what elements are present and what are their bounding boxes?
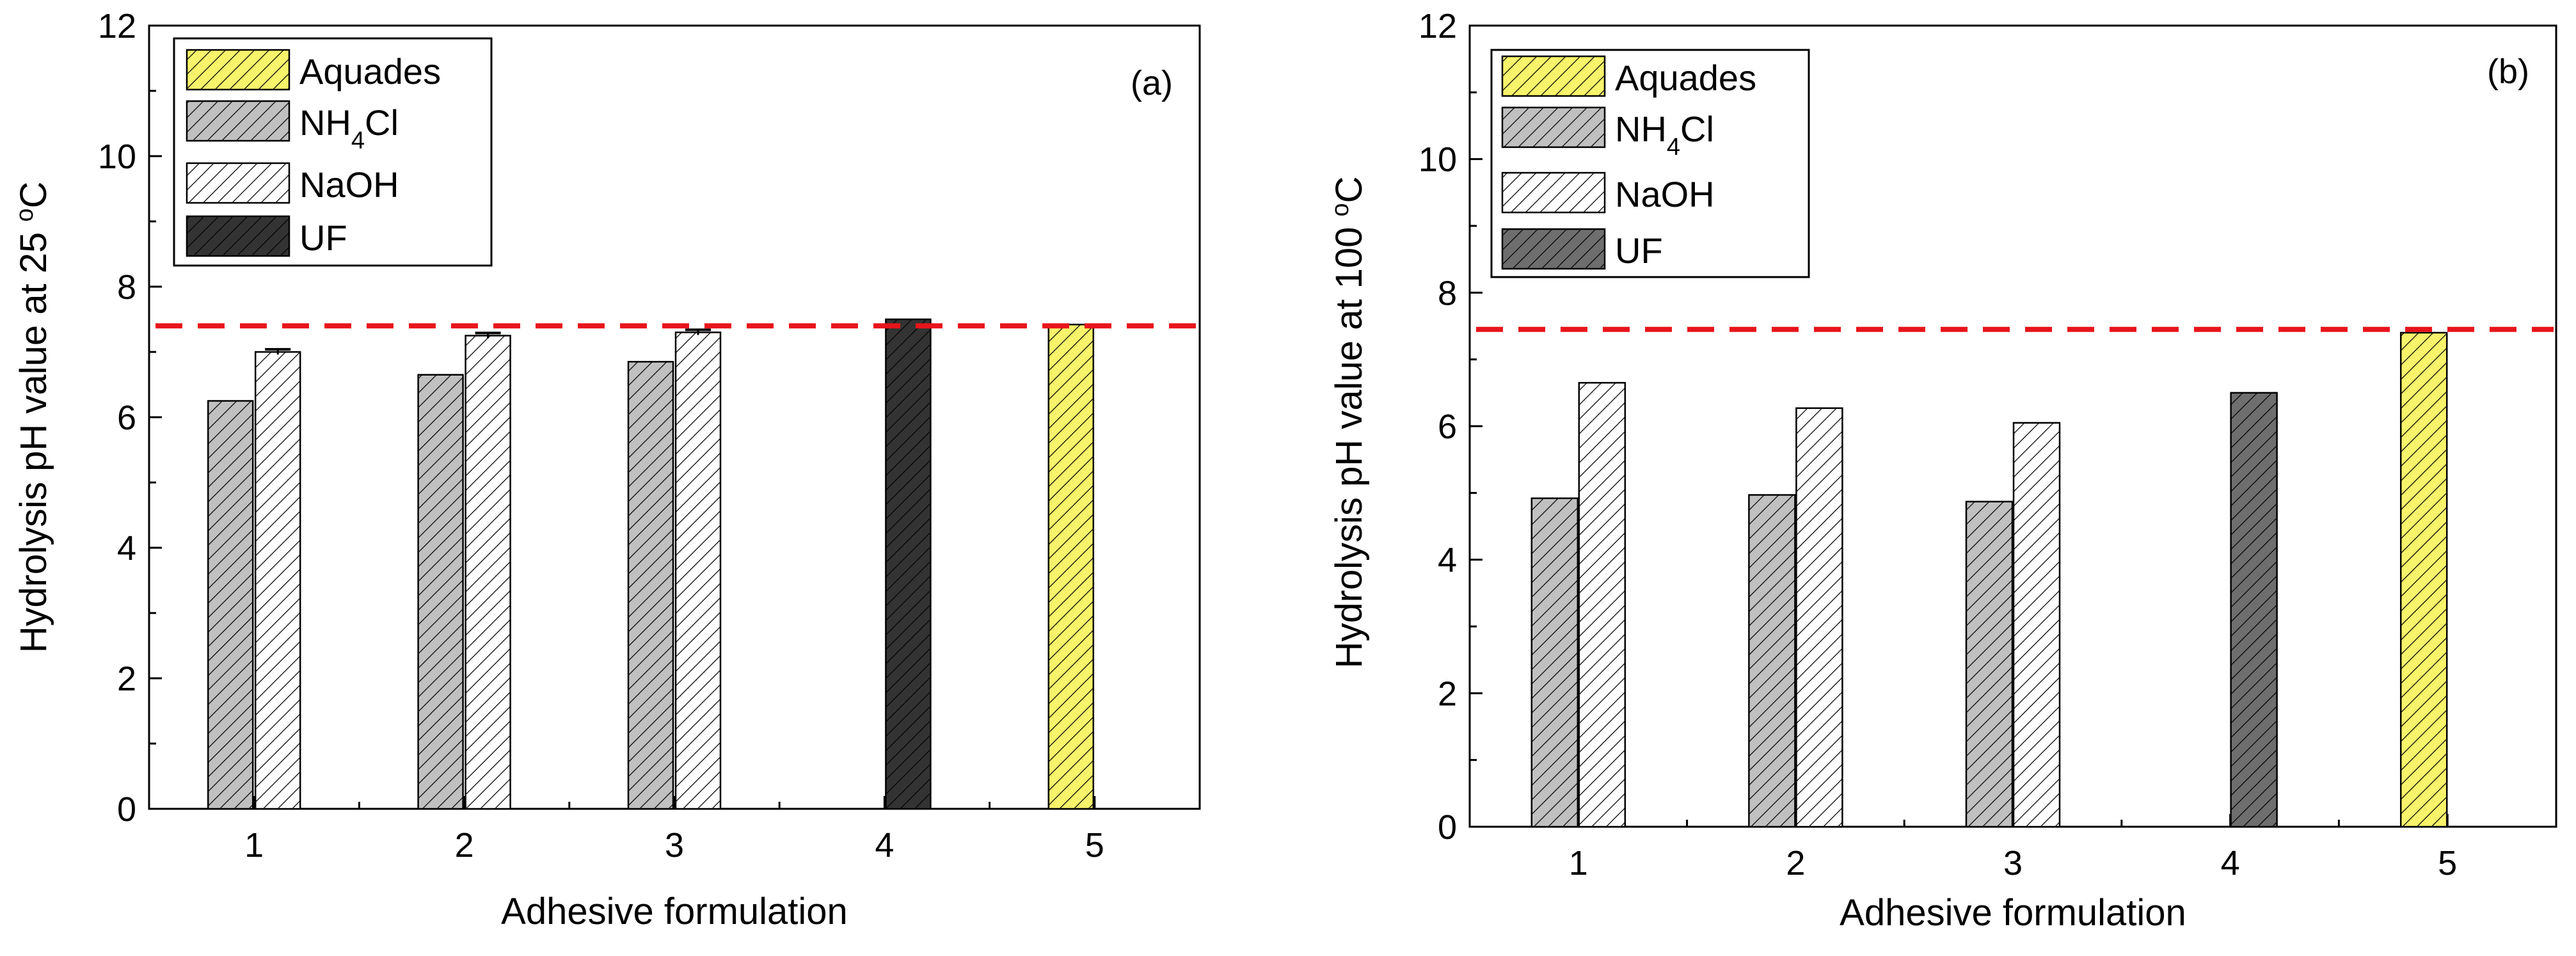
panel-label-b: (b) <box>2487 52 2529 91</box>
y-tick-label-6-b: 6 <box>1438 408 1457 446</box>
y-axis-label-b-degree: o <box>1327 203 1354 216</box>
y-tick-label-12-b: 12 <box>1419 7 1457 45</box>
x-tick-label-3-b: 3 <box>2003 844 2023 882</box>
y-tick-label-10-a: 10 <box>98 138 136 176</box>
bar-naoh-3-b <box>2012 422 2061 828</box>
x-axis-ticks-b: 1 2 3 4 5 <box>1468 814 2557 882</box>
x-tick-label-5-b: 5 <box>2438 844 2457 882</box>
y-tick-label-12-a: 12 <box>98 7 136 45</box>
legend-label-nh4cl-a-suffix: Cl <box>365 102 399 143</box>
legend-label-aquades-a: Aquades <box>299 51 441 92</box>
legend-swatch-naoh-a <box>186 162 290 204</box>
y-axis-label-b-text: Hydrolysis pH value at 100 <box>1328 217 1370 669</box>
bar-nh4cl-2-a <box>417 374 464 810</box>
legend-swatch-naoh-b <box>1501 171 1606 214</box>
bar-nh4cl-1-a <box>207 400 254 810</box>
legend-swatch-nh4cl-a <box>186 100 290 142</box>
y-tick-label-0-a: 0 <box>117 790 136 829</box>
y-axis-ticks-b: 0 2 4 6 8 10 12 <box>1419 7 1483 847</box>
legend-swatch-nh4cl-b <box>1501 106 1606 148</box>
bar-nh4cl-3-a <box>627 361 674 810</box>
x-tick-label-4-a: 4 <box>875 826 894 864</box>
bar-naoh-1-a <box>254 351 301 810</box>
bars-b <box>1530 331 2448 828</box>
y-axis-label-b-unit: C <box>1328 176 1370 203</box>
y-tick-label-2-b: 2 <box>1438 674 1457 713</box>
bar-nh4cl-3-b <box>1965 500 2014 828</box>
bar-nh4cl-1-b <box>1530 497 1579 828</box>
y-axis-label-a-degree: o <box>12 209 38 222</box>
y-axis-label-a: Hydrolysis pH value at 25 oC <box>12 182 54 653</box>
legend-label-nh4cl-b-sub: 4 <box>1667 134 1680 161</box>
y-axis-label-b: Hydrolysis pH value at 100 oC <box>1327 176 1370 668</box>
legend-swatch-aquades-a <box>186 49 290 91</box>
y-tick-label-10-b: 10 <box>1419 141 1457 179</box>
legend-label-nh4cl-b: NH4Cl <box>1615 109 1714 161</box>
legend-a: Aquades NH4Cl NaOH UF <box>173 37 493 267</box>
legend-swatch-uf-b <box>1501 228 1606 270</box>
legend-label-nh4cl-a-sub: 4 <box>351 127 365 154</box>
bar-naoh-1-b <box>1578 381 1626 828</box>
bar-naoh-2-b <box>1795 407 1843 828</box>
bar-uf-4-b <box>2230 392 2278 828</box>
y-tick-label-2-a: 2 <box>117 660 136 698</box>
x-tick-label-2-a: 2 <box>455 826 474 864</box>
bars-a <box>207 318 1095 810</box>
y-tick-label-8-b: 8 <box>1438 274 1457 312</box>
legend-b: Aquades NH4Cl NaOH UF <box>1490 49 1810 278</box>
y-axis-ticks-a: 0 2 4 6 8 10 12 <box>98 7 162 829</box>
x-tick-label-4-b: 4 <box>2221 844 2240 882</box>
legend-label-nh4cl-a-prefix: NH <box>299 102 351 143</box>
legend-swatch-aquades-b <box>1501 55 1606 97</box>
bar-aquades-5-a <box>1047 323 1095 810</box>
bar-naoh-3-a <box>674 331 722 810</box>
x-tick-label-3-a: 3 <box>665 826 684 864</box>
legend-label-nh4cl-b-prefix: NH <box>1615 109 1667 149</box>
bar-aquades-5-b <box>2399 331 2448 828</box>
legend-label-uf-b: UF <box>1615 230 1663 271</box>
x-axis-ticks-a: 1 2 3 4 5 <box>148 796 1201 864</box>
y-tick-label-4-b: 4 <box>1438 541 1457 580</box>
bar-naoh-2-a <box>465 335 511 810</box>
y-axis-label-a-text: Hydrolysis pH value at 25 <box>13 222 54 653</box>
legend-label-aquades-b: Aquades <box>1615 58 1756 98</box>
x-tick-label-5-a: 5 <box>1085 826 1104 864</box>
y-tick-label-8-a: 8 <box>117 268 136 307</box>
x-tick-label-1-b: 1 <box>1569 844 1588 882</box>
legend-label-naoh-b: NaOH <box>1615 174 1715 214</box>
y-tick-label-0-b: 0 <box>1438 808 1457 847</box>
y-axis-label-a-unit: C <box>13 182 54 209</box>
y-tick-label-6-a: 6 <box>117 399 136 437</box>
panel-label-a: (a) <box>1131 64 1173 102</box>
x-axis-label-b: Adhesive formulation <box>1840 892 2186 934</box>
bar-uf-4-a <box>885 318 932 810</box>
legend-label-uf-a: UF <box>299 218 347 258</box>
x-tick-label-1-a: 1 <box>244 826 264 864</box>
legend-label-nh4cl-a: NH4Cl <box>299 102 399 154</box>
x-tick-label-2-b: 2 <box>1786 844 1805 882</box>
legend-label-nh4cl-b-suffix: Cl <box>1680 109 1714 149</box>
x-axis-label-a: Adhesive formulation <box>501 891 848 932</box>
legend-swatch-uf-a <box>186 215 290 257</box>
bar-nh4cl-2-b <box>1748 494 1796 828</box>
y-tick-label-4-a: 4 <box>117 529 136 568</box>
legend-label-naoh-a: NaOH <box>299 164 399 205</box>
